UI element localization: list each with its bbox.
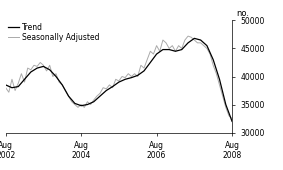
Seasonally Adjusted — [202, 45, 205, 47]
Trend — [29, 71, 33, 73]
Trend — [61, 84, 64, 86]
Line: Trend: Trend — [6, 38, 232, 121]
Trend — [98, 95, 102, 97]
Trend — [130, 77, 133, 79]
Trend — [111, 86, 114, 88]
Trend — [80, 105, 83, 107]
Trend — [4, 84, 7, 86]
Seasonally Adjusted — [186, 35, 190, 37]
Legend: Trend, Seasonally Adjusted: Trend, Seasonally Adjusted — [7, 22, 101, 43]
Trend — [161, 49, 165, 51]
Trend — [211, 59, 215, 61]
Trend — [205, 45, 209, 47]
Trend — [186, 42, 190, 44]
Seasonally Adjusted — [196, 42, 199, 44]
Trend — [155, 53, 158, 55]
Text: no.: no. — [236, 9, 249, 18]
Trend — [67, 95, 70, 97]
Trend — [123, 78, 127, 80]
Trend — [35, 67, 39, 69]
Trend — [136, 74, 140, 76]
Trend — [73, 102, 77, 104]
Trend — [10, 87, 14, 89]
Line: Seasonally Adjusted: Seasonally Adjusted — [6, 36, 232, 119]
Trend — [142, 70, 146, 72]
Trend — [199, 39, 202, 41]
Seasonally Adjusted — [4, 87, 7, 89]
Trend — [17, 86, 20, 88]
Trend — [168, 49, 171, 51]
Trend — [92, 101, 95, 103]
Seasonally Adjusted — [211, 64, 215, 66]
Trend — [224, 104, 228, 106]
Trend — [23, 78, 26, 80]
Trend — [54, 75, 58, 78]
Trend — [105, 89, 108, 91]
Seasonally Adjusted — [117, 80, 121, 82]
Trend — [149, 61, 152, 63]
Trend — [42, 65, 45, 67]
Trend — [180, 49, 183, 51]
Trend — [218, 78, 221, 80]
Seasonally Adjusted — [230, 118, 234, 120]
Trend — [193, 37, 196, 39]
Seasonally Adjusted — [80, 104, 83, 106]
Trend — [230, 120, 234, 122]
Trend — [86, 104, 89, 106]
Trend — [48, 69, 52, 71]
Trend — [174, 50, 177, 52]
Trend — [117, 81, 121, 83]
Seasonally Adjusted — [54, 73, 58, 75]
